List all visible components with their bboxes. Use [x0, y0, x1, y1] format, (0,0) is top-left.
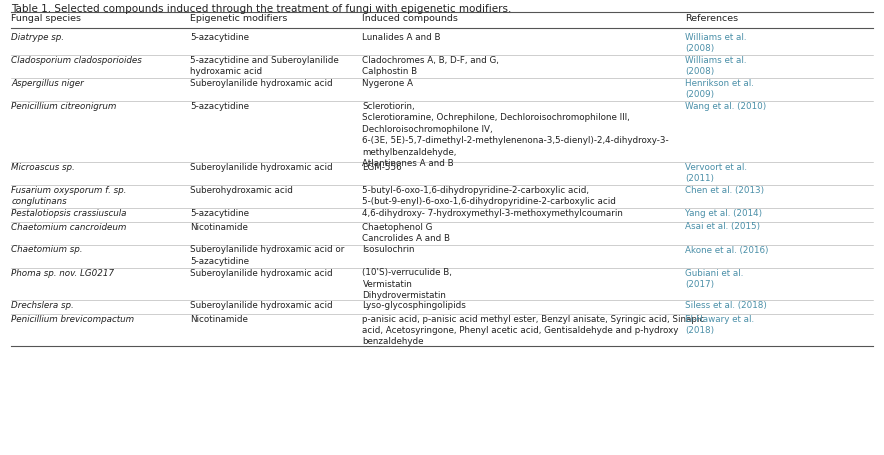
Text: Henrikson et al.
(2009): Henrikson et al. (2009): [685, 79, 754, 100]
Text: 5-azacytidine: 5-azacytidine: [190, 102, 249, 111]
Text: Williams et al.
(2008): Williams et al. (2008): [685, 33, 747, 53]
Text: Induced compounds: Induced compounds: [362, 14, 458, 23]
Text: Nygerone A: Nygerone A: [362, 79, 414, 88]
Text: Sclerotiorin,
Sclerotioramine, Ochrephilone, Dechloroisochromophilone III,
Dechl: Sclerotiorin, Sclerotioramine, Ochrephil…: [362, 102, 669, 168]
Text: Chaetomium cancroideum: Chaetomium cancroideum: [11, 222, 127, 232]
Text: Gubiani et al.
(2017): Gubiani et al. (2017): [685, 268, 743, 289]
Text: Fusarium oxysporum f. sp.
conglutinans: Fusarium oxysporum f. sp. conglutinans: [11, 186, 127, 207]
Text: 5-azacytidine: 5-azacytidine: [190, 209, 249, 218]
Text: Table 1. Selected compounds induced through the treatment of fungi with epigenet: Table 1. Selected compounds induced thro…: [11, 4, 511, 14]
Text: Microascus sp.: Microascus sp.: [11, 163, 75, 172]
Text: Suberoylanilide hydroxamic acid: Suberoylanilide hydroxamic acid: [190, 268, 332, 278]
Text: Suberoylanilide hydroxamic acid or
5-azacytidine: Suberoylanilide hydroxamic acid or 5-aza…: [190, 246, 345, 266]
Text: Chaetophenol G
Cancrolides A and B: Chaetophenol G Cancrolides A and B: [362, 222, 451, 243]
Text: Fungal species: Fungal species: [11, 14, 81, 23]
Text: Akone et al. (2016): Akone et al. (2016): [685, 246, 768, 254]
Text: Vervoort et al.
(2011): Vervoort et al. (2011): [685, 163, 747, 183]
Text: Suberoylanilide hydroxamic acid: Suberoylanilide hydroxamic acid: [190, 79, 332, 88]
Text: 5-azacytidine: 5-azacytidine: [190, 33, 249, 42]
Text: Nicotinamide: Nicotinamide: [190, 222, 248, 232]
Text: Isosulochrin: Isosulochrin: [362, 246, 415, 254]
Text: Cladochromes A, B, D-F, and G,
Calphostin B: Cladochromes A, B, D-F, and G, Calphosti…: [362, 56, 499, 76]
Text: Chaetomium sp.: Chaetomium sp.: [11, 246, 83, 254]
Text: Penicillium brevicompactum: Penicillium brevicompactum: [11, 314, 134, 324]
Text: Siless et al. (2018): Siless et al. (2018): [685, 301, 767, 310]
Text: References: References: [685, 14, 738, 23]
Text: Lunalides A and B: Lunalides A and B: [362, 33, 441, 42]
Text: 5-azacytidine and Suberoylanilide
hydroxamic acid: 5-azacytidine and Suberoylanilide hydrox…: [190, 56, 339, 76]
Text: Drechslera sp.: Drechslera sp.: [11, 301, 74, 310]
Text: Epigenetic modifiers: Epigenetic modifiers: [190, 14, 287, 23]
Text: Aspergillus niger: Aspergillus niger: [11, 79, 84, 88]
Text: p-anisic acid, p-anisic acid methyl ester, Benzyl anisate, Syringic acid, Sinapi: p-anisic acid, p-anisic acid methyl este…: [362, 314, 705, 346]
Text: Asai et al. (2015): Asai et al. (2015): [685, 222, 760, 232]
Text: 4,6-dihydroxy- 7-hydroxymethyl-3-methoxymethylcoumarin: 4,6-dihydroxy- 7-hydroxymethyl-3-methoxy…: [362, 209, 623, 218]
Text: Suberoylanilide hydroxamic acid: Suberoylanilide hydroxamic acid: [190, 163, 332, 172]
Text: Wang et al. (2010): Wang et al. (2010): [685, 102, 766, 111]
Text: Suberohydroxamic acid: Suberohydroxamic acid: [190, 186, 293, 195]
Text: El-Hawary et al.
(2018): El-Hawary et al. (2018): [685, 314, 754, 335]
Text: Cladosporium cladosporioides: Cladosporium cladosporioides: [11, 56, 142, 65]
Text: Pestalotiopsis crassiuscula: Pestalotiopsis crassiuscula: [11, 209, 127, 218]
Text: Lyso-glycosphingolipids: Lyso-glycosphingolipids: [362, 301, 467, 310]
Text: Phoma sp. nov. LG0217: Phoma sp. nov. LG0217: [11, 268, 115, 278]
Text: (10'S)-verruculide B,
Vermistatin
Dihydrovermistatin: (10'S)-verruculide B, Vermistatin Dihydr…: [362, 268, 453, 300]
Text: Nicotinamide: Nicotinamide: [190, 314, 248, 324]
Text: Yang et al. (2014): Yang et al. (2014): [685, 209, 762, 218]
Text: Diatrype sp.: Diatrype sp.: [11, 33, 65, 42]
Text: Williams et al.
(2008): Williams et al. (2008): [685, 56, 747, 76]
Text: EGM-556: EGM-556: [362, 163, 402, 172]
Text: Suberoylanilide hydroxamic acid: Suberoylanilide hydroxamic acid: [190, 301, 332, 310]
Text: Chen et al. (2013): Chen et al. (2013): [685, 186, 765, 195]
Text: 5-butyl-6-oxo-1,6-dihydropyridine-2-carboxylic acid,
5-(but-9-enyl)-6-oxo-1,6-di: 5-butyl-6-oxo-1,6-dihydropyridine-2-carb…: [362, 186, 616, 207]
Text: Penicillium citreonigrum: Penicillium citreonigrum: [11, 102, 117, 111]
